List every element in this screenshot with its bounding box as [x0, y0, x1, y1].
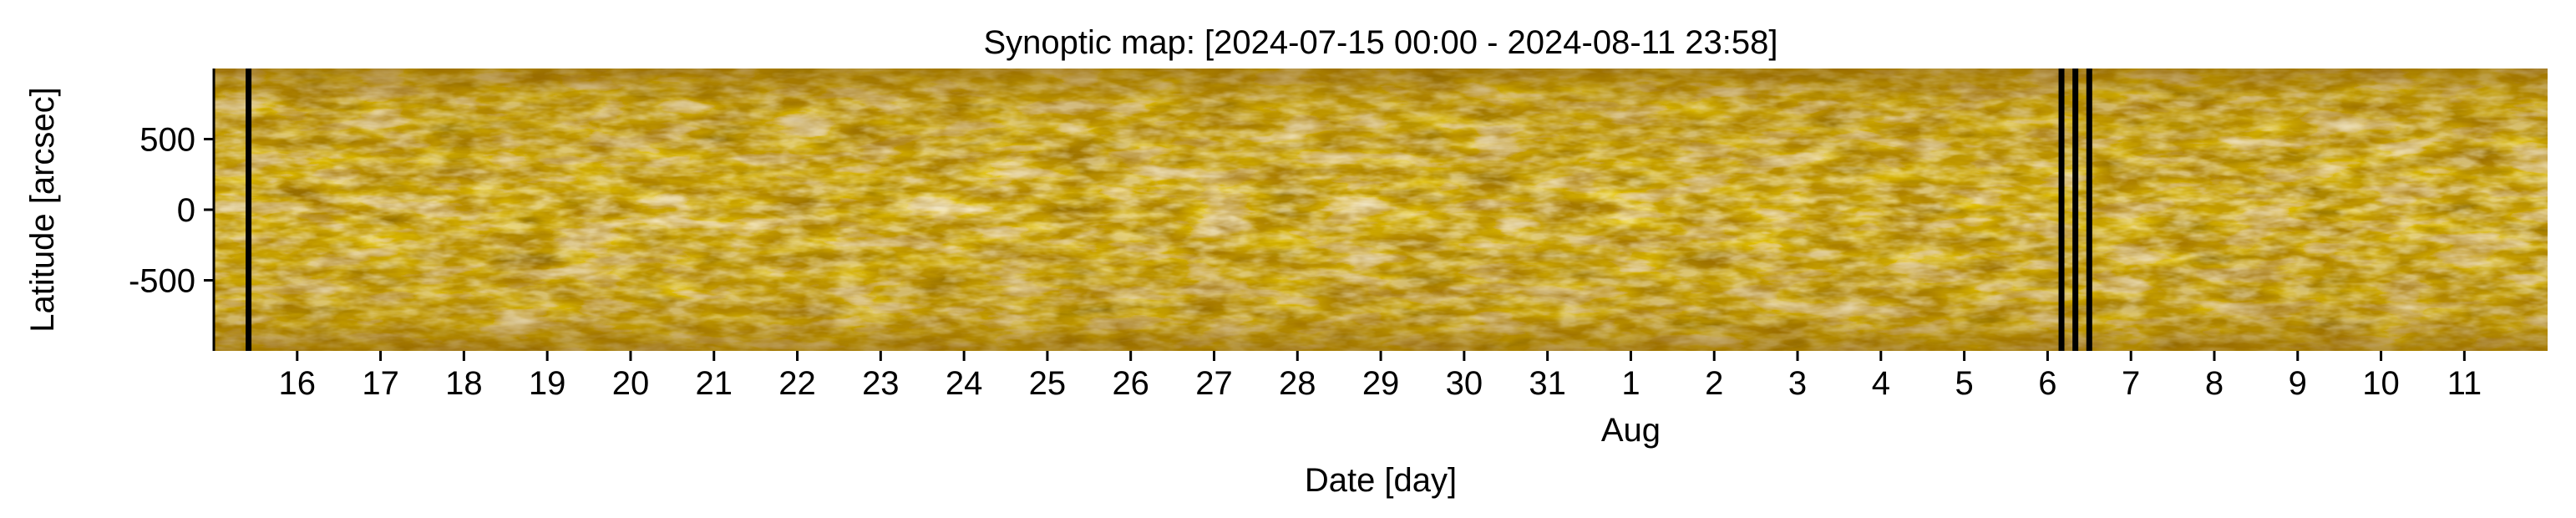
- x-tick-label: 18: [445, 365, 483, 402]
- x-tick-label: 27: [1195, 365, 1233, 402]
- x-tick-label: 4: [1872, 365, 1890, 402]
- x-tick-label: 17: [362, 365, 399, 402]
- x-tick-label: 10: [2362, 365, 2400, 402]
- x-tick-label: 16: [279, 365, 317, 402]
- x-tick-label: 25: [1029, 365, 1067, 402]
- x-tick-label: 30: [1446, 365, 1483, 402]
- x-tick-label: 28: [1279, 365, 1316, 402]
- y-tick-label: 0: [177, 192, 195, 229]
- x-tick-label: 3: [1788, 365, 1807, 402]
- x-axis: 16 17 18 19 20 21 22 23 24 25 26 27 28 29 30 31 1 2 3 4 5 6 7 8…: [279, 351, 2482, 402]
- x-tick-label: 9: [2289, 365, 2307, 402]
- data-gap-line: [2058, 69, 2065, 351]
- x-tick-label: 11: [2447, 365, 2482, 402]
- x-tick-label: 24: [946, 365, 983, 402]
- x-tick-label: 5: [1955, 365, 1973, 402]
- y-tick-label: 500: [139, 122, 195, 159]
- x-tick-label: 1: [1621, 365, 1640, 402]
- y-tick-label: -500: [129, 263, 195, 300]
- data-gap-line: [246, 69, 252, 351]
- x-tick-label: 26: [1112, 365, 1149, 402]
- x-axis-label: Date [day]: [1305, 462, 1457, 499]
- data-gap-line: [2072, 69, 2079, 351]
- x-tick-label: 23: [862, 365, 900, 402]
- y-axis: 500 0 -500: [129, 69, 216, 351]
- x-tick-label: 20: [612, 365, 650, 402]
- x-tick-label: 21: [695, 365, 733, 402]
- y-axis-label: Latitude [arcsec]: [24, 87, 61, 333]
- data-gaps: [246, 69, 2092, 351]
- x-tick-label: 19: [529, 365, 566, 402]
- x-tick-label: 2: [1705, 365, 1723, 402]
- heatmap-image: [214, 69, 2548, 351]
- x-tick-label: 8: [2205, 365, 2224, 402]
- data-gap-line: [2086, 69, 2092, 351]
- x-tick-label: 29: [1362, 365, 1400, 402]
- chart-title: Synoptic map: [2024-07-15 00:00 - 2024-0…: [983, 24, 1777, 61]
- x-tick-label: 22: [778, 365, 816, 402]
- x-tick-label: 6: [2038, 365, 2056, 402]
- x-tick-label: 7: [2122, 365, 2140, 402]
- month-label: Aug: [1601, 412, 1661, 449]
- heatmap-limb-shade: [214, 69, 2548, 351]
- x-tick-label: 31: [1529, 365, 1566, 402]
